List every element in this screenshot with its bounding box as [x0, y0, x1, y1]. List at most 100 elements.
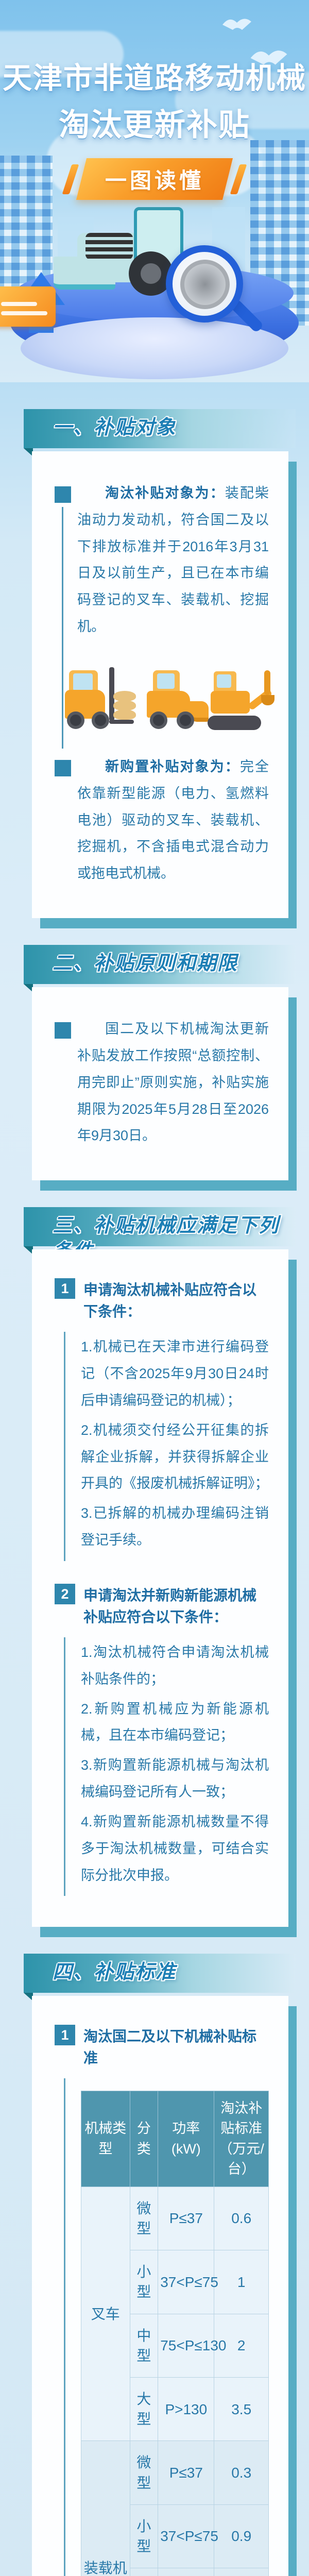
- column-header: 机械类型: [81, 2091, 130, 2187]
- item-body: 机械类型 分类 功率(kW) 淘汰补贴标准（万元/台） 叉车 微型 P≤37: [64, 2078, 269, 2576]
- standard-item-1: 1 淘汰国二及以下机械补贴标准 机械类型 分类 功率(kW) 淘汰补贴标准（万元…: [55, 2025, 269, 2576]
- condition-line: 1.淘汰机械符合申请淘汰机械补贴条件的；: [81, 1644, 269, 1687]
- condition-item-1: 1 申请淘汰机械补贴应符合以下条件： 1.机械已在天津市进行编码登记（不含202…: [55, 1278, 269, 1561]
- cell: 中型: [129, 2568, 159, 2576]
- paragraph-lead: 新购置补贴对象为：: [105, 758, 240, 774]
- page-title: 天津市非道路移动机械 淘汰更新补贴: [0, 0, 309, 149]
- section-band: 一、补贴对象: [24, 409, 296, 456]
- paragraph: 新购置补贴对象为：完全依靠新型能源（电力、氢燃料电池）驱动的叉车、装载机、挖掘机…: [55, 754, 269, 887]
- cell: 小型: [129, 2250, 159, 2314]
- cell: 微型: [129, 2441, 159, 2505]
- item-title: 申请淘汰机械补贴应符合以下条件：: [83, 1282, 257, 1320]
- section-heading: 二、补贴原则和期限: [53, 953, 238, 975]
- excavator-illustration: [199, 661, 274, 733]
- section-card: 淘汰补贴对象为：装配柴油动力发动机，符合国二及以下排放标准并于2016年3月31…: [32, 451, 288, 919]
- cell: 微型: [129, 2186, 159, 2251]
- machinery-stage-illustration: [0, 207, 309, 382]
- slash-decoration: [62, 164, 79, 194]
- section-eligibility-conditions: 三、补贴机械应满足下列条件 1 申请淘汰机械补贴应符合以下条件： 1.机械已在天…: [0, 1207, 309, 1927]
- loader-grill: [85, 233, 133, 260]
- section-heading: 一、补贴对象: [53, 417, 177, 438]
- section-principle-period: 二、补贴原则和期限 国二及以下机械淘汰更新补贴发放工作按照“总额控制、用完即止”…: [0, 945, 309, 1181]
- bird-icon: [250, 50, 287, 65]
- badge-banner: 一图读懂: [0, 158, 309, 200]
- item-number-badge: 1: [55, 2025, 75, 2046]
- table-row: 中型 75<P≤130 1.3: [81, 2568, 269, 2576]
- page-title-line2: 淘汰更新补贴: [59, 108, 250, 143]
- machine-type-cell: 叉车: [81, 2186, 130, 2442]
- paragraph-text: 国二及以下机械淘汰更新补贴发放工作按照“总额控制、用完即止”原则实施，补贴实施期…: [77, 1021, 269, 1144]
- section-card: 1 淘汰国二及以下机械补贴标准 机械类型 分类 功率(kW) 淘汰补贴标准（万元…: [32, 1996, 288, 2576]
- section-subsidy-standards: 四、补贴标准 1 淘汰国二及以下机械补贴标准 机械类型 分类 功率(kW): [0, 1954, 309, 2576]
- orange-card-icon: [0, 286, 56, 327]
- read-in-one-image-badge: 一图读懂: [76, 158, 233, 200]
- cell: 0.3: [214, 2441, 269, 2505]
- paragraph-text: 完全依靠新型能源（电力、氢燃料电池）驱动的叉车、装载机、挖掘机，不含插电式混合动…: [77, 758, 269, 882]
- section-heading: 四、补贴标准: [53, 1961, 177, 1984]
- paragraph-lead: 淘汰补贴对象为：: [105, 485, 225, 501]
- cell: 大型: [129, 2377, 159, 2442]
- condition-item-2: 2 申请淘汰并新购新能源机械补贴应符合以下条件： 1.淘汰机械符合申请淘汰机械补…: [55, 1583, 269, 1896]
- condition-line: 3.已拆解的机械办理编码注销登记手续。: [81, 1505, 269, 1548]
- loader-wheel: [129, 251, 173, 296]
- cell: 0.6: [214, 2186, 269, 2251]
- cell: 75<P≤130: [158, 2313, 226, 2378]
- item-body: 1.淘汰机械符合申请淘汰机械补贴条件的； 2.新购置机械应为新能源机械，且在本市…: [64, 1637, 269, 1896]
- condition-line: 3.新购置新能源机械与淘汰机械编码登记所有人一致；: [81, 1757, 269, 1800]
- tire-icon: [180, 260, 230, 309]
- section-band: 二、补贴原则和期限: [24, 945, 296, 993]
- cell: 37<P≤75: [158, 2504, 218, 2569]
- condition-line: 4.新购置新能源机械数量不得多于淘汰机械数量，可结合实际分批次申报。: [81, 1814, 269, 1883]
- item-title: 淘汰国二及以下机械补贴标准: [83, 2028, 257, 2066]
- bird-icon: [222, 19, 251, 30]
- cell: P≤37: [158, 2441, 215, 2505]
- table-header: 机械类型 分类 功率(kW) 淘汰补贴标准（万元/台）: [81, 2091, 269, 2187]
- paragraph: 国二及以下机械淘汰更新补贴发放工作按照“总额控制、用完即止”原则实施，补贴实施期…: [55, 1016, 269, 1149]
- square-bullet: [55, 486, 71, 503]
- item-body: 1.机械已在天津市进行编码登记（不含2025年9月30日24时后申请编码登记的机…: [64, 1332, 269, 1561]
- magnifier-icon: [166, 245, 264, 333]
- paragraph-text: 装配柴油动力发动机，符合国二及以下排放标准并于2016年3月31日及以前生产，且…: [77, 485, 269, 635]
- column-header: 分类: [129, 2091, 159, 2187]
- square-bullet: [55, 1022, 71, 1039]
- cell: 1: [214, 2250, 269, 2314]
- section-card: 1 申请淘汰机械补贴应符合以下条件： 1.机械已在天津市进行编码登记（不含202…: [32, 1249, 288, 1927]
- slash-decoration: [230, 164, 247, 194]
- section-band: 四、补贴标准: [24, 1954, 296, 2002]
- square-bullet: [55, 759, 71, 776]
- wheel-loader-illustration: [129, 661, 209, 733]
- cell: 小型: [129, 2504, 159, 2569]
- condition-line: 2.机械须交付经公开征集的拆解企业拆解，并获得拆解企业开具的《报废机械拆解证明》…: [81, 1422, 269, 1492]
- column-header: 功率(kW): [158, 2091, 215, 2187]
- cell: 37<P≤75: [158, 2250, 218, 2314]
- item-number-badge: 2: [55, 1583, 75, 1604]
- podium: [21, 317, 288, 379]
- section-subsidy-targets: 一、补贴对象 淘汰补贴对象为：装配柴油动力发动机，符合国二及以下排放标准并于20…: [0, 409, 309, 919]
- page-title-line1: 天津市非道路移动机械: [3, 62, 306, 95]
- condition-line: 1.机械已在天津市进行编码登记（不含2025年9月30日24时后申请编码登记的机…: [81, 1339, 269, 1408]
- cell: P≤37: [158, 2186, 215, 2251]
- hero-banner: 天津市非道路移动机械 淘汰更新补贴 一图读懂: [0, 0, 309, 382]
- magnifier-glass: [166, 245, 243, 323]
- section-card: 国二及以下机械淘汰更新补贴发放工作按照“总额控制、用完即止”原则实施，补贴实施期…: [32, 987, 288, 1181]
- cell: 75<P≤130: [158, 2568, 215, 2576]
- cell: 0.9: [214, 2504, 269, 2569]
- cloud: [0, 31, 124, 77]
- forklift-illustration: [60, 661, 136, 733]
- item-number-badge: 1: [55, 1278, 75, 1299]
- paragraph: 淘汰补贴对象为：装配柴油动力发动机，符合国二及以下排放标准并于2016年3月31…: [55, 480, 269, 749]
- cell: 3.5: [214, 2377, 269, 2442]
- table-row: 装载机 微型 P≤37 0.3: [81, 2441, 269, 2576]
- cell: 1.3: [214, 2568, 269, 2576]
- section-band: 三、补贴机械应满足下列条件: [24, 1207, 296, 1262]
- cell: 中型: [129, 2313, 159, 2378]
- machine-type-cell: 装载机: [81, 2441, 130, 2576]
- column-header: 淘汰补贴标准（万元/台）: [214, 2091, 269, 2187]
- machines-illustration-row: [60, 656, 274, 733]
- condition-line: 2.新购置机械应为新能源机械，且在本市编码登记；: [81, 1701, 269, 1743]
- table-row: 叉车 微型 P≤37 0.6: [81, 2186, 269, 2442]
- scrappage-subsidy-table: 机械类型 分类 功率(kW) 淘汰补贴标准（万元/台） 叉车 微型 P≤37: [81, 2091, 269, 2576]
- cell: P>130: [158, 2377, 215, 2442]
- connector-line: [62, 507, 63, 749]
